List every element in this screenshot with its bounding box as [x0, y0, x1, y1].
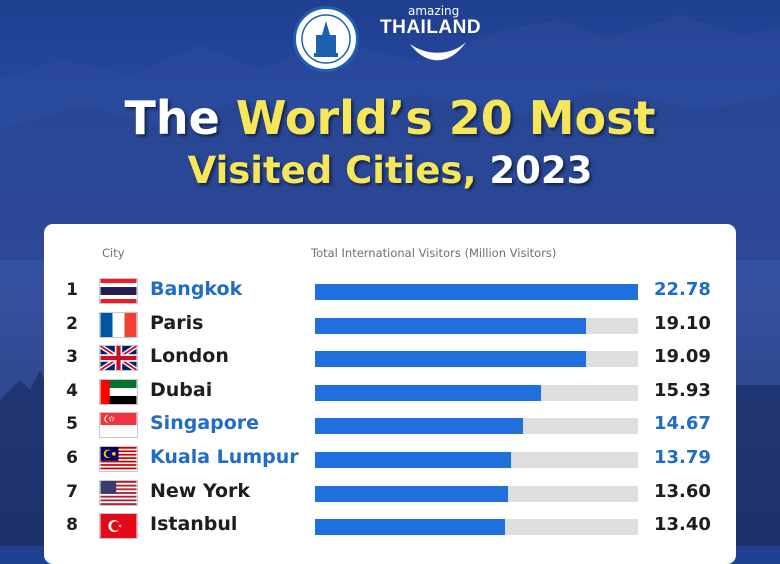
- chart-row: 2 Paris 19.10: [44, 309, 736, 343]
- chart-row: 7 New York 13.60: [44, 477, 736, 511]
- chart-panel: City Total International Visitors (Milli…: [44, 224, 736, 564]
- chart-title: The World’s 20 Most Visited Cities, 2023: [0, 90, 780, 196]
- rank-label: 5: [66, 414, 78, 435]
- city-label: Dubai: [150, 378, 213, 401]
- bar: [315, 284, 638, 300]
- tat-emblem-icon: [301, 14, 351, 64]
- value-label: 13.60: [654, 480, 711, 502]
- uae-flag-icon: [99, 378, 138, 405]
- rank-label: 1: [66, 280, 78, 300]
- amazing-text: amazing: [408, 4, 460, 18]
- bar-track: [315, 384, 638, 401]
- chart-row: 8 Istanbul 13.40: [44, 510, 736, 544]
- title-year: 2023: [489, 149, 593, 192]
- value-label: 22.78: [654, 279, 711, 300]
- bar: [315, 317, 586, 334]
- smile-swoosh-icon: [410, 42, 466, 61]
- title-line-1: The World’s 20 Most: [0, 90, 780, 146]
- thailand-text: THAILAND: [380, 17, 482, 38]
- city-label: Kuala Lumpur: [150, 446, 299, 468]
- column-header-city: City: [102, 246, 125, 260]
- usa-flag-icon: [99, 479, 138, 506]
- title-part-yellow: World’s 20 Most: [235, 91, 656, 145]
- title-line-2: Visited Cities, 2023: [0, 146, 780, 196]
- title-part-yellow-2: Visited Cities,: [187, 149, 490, 192]
- bar-track: [315, 519, 638, 536]
- bar-track: [315, 418, 638, 435]
- value-label: 19.09: [654, 346, 711, 368]
- city-label: London: [150, 345, 229, 368]
- column-header-visitors: Total International Visitors (Million Vi…: [311, 246, 557, 260]
- chart-row: 4 Dubai 15.93: [44, 376, 736, 410]
- bar-track: [315, 284, 638, 300]
- city-label: Paris: [150, 311, 204, 334]
- bar: [315, 452, 511, 468]
- singapore-flag-icon: [99, 412, 138, 439]
- bar-track: [315, 351, 638, 368]
- rank-label: 7: [66, 481, 78, 502]
- chart-row: 5 Singapore 14.67: [44, 409, 736, 443]
- chart-row: 6 Kuala Lumpur 13.79: [44, 443, 736, 477]
- bar: [315, 384, 541, 401]
- bar-track: [315, 317, 638, 334]
- tat-logo: [293, 6, 359, 72]
- bar: [315, 519, 505, 536]
- value-label: 19.10: [654, 312, 711, 334]
- city-label: Singapore: [150, 412, 260, 435]
- bar: [315, 485, 508, 502]
- bar-track: [315, 452, 638, 468]
- value-label: 13.40: [654, 514, 711, 536]
- value-label: 14.67: [654, 413, 711, 435]
- chart-row: 1 Bangkok 22.78: [44, 275, 736, 309]
- turkey-flag-icon: [99, 513, 138, 540]
- city-label: Istanbul: [150, 513, 238, 536]
- rank-label: 2: [66, 313, 78, 334]
- title-part-white: The: [124, 91, 236, 145]
- city-label: Bangkok: [150, 278, 243, 300]
- chart-row: 3 London 19.09: [44, 342, 736, 376]
- thailand-flag-icon: [99, 278, 138, 304]
- city-label: New York: [150, 479, 251, 502]
- france-flag-icon: [99, 311, 138, 338]
- bar-track: [315, 485, 638, 502]
- bar: [315, 418, 523, 435]
- logos-area: amazing THAILAND: [0, 0, 780, 80]
- bar: [315, 351, 586, 368]
- value-label: 15.93: [654, 379, 711, 401]
- rank-label: 8: [66, 515, 78, 536]
- rank-label: 3: [66, 347, 78, 368]
- amazing-thailand-logo: amazing THAILAND: [378, 4, 498, 68]
- malaysia-flag-icon: [99, 446, 138, 472]
- uk-flag-icon: [99, 345, 138, 372]
- rank-label: 6: [66, 448, 78, 468]
- rank-label: 4: [66, 380, 78, 401]
- value-label: 13.79: [654, 447, 711, 468]
